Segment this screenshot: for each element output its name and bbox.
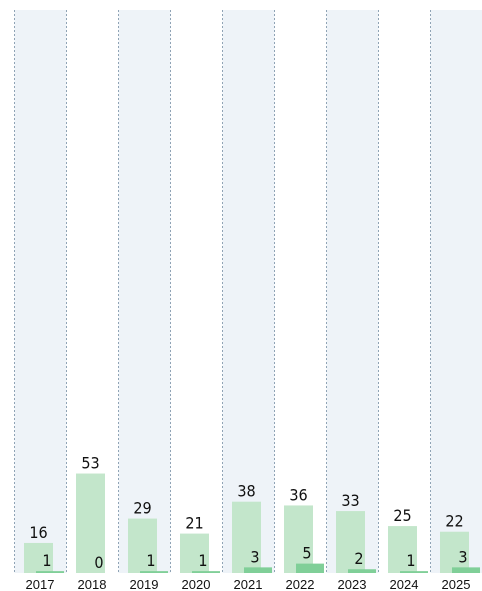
data-label: 16 xyxy=(29,523,47,542)
data-label: 53 xyxy=(81,454,99,473)
bar xyxy=(400,571,428,573)
x-tick-label: 2018 xyxy=(78,577,107,591)
data-label: 38 xyxy=(237,482,255,501)
bar xyxy=(232,501,261,573)
x-tick-label: 2019 xyxy=(130,577,159,591)
column-shade xyxy=(222,10,275,573)
data-label: 5 xyxy=(302,544,311,563)
x-tick-label: 2017 xyxy=(26,577,55,591)
bar xyxy=(296,563,324,573)
bar xyxy=(192,571,220,573)
data-label: 3 xyxy=(458,547,467,566)
column-shade xyxy=(430,10,482,573)
bar xyxy=(180,533,209,573)
bar xyxy=(128,518,157,573)
x-tick-label: 2024 xyxy=(390,577,419,591)
bar xyxy=(452,567,480,573)
data-label: 33 xyxy=(341,491,359,510)
bar xyxy=(440,531,469,573)
x-tick-label: 2021 xyxy=(234,577,263,591)
bar xyxy=(244,567,272,573)
data-label: 1 xyxy=(146,551,155,570)
bar xyxy=(348,569,376,573)
data-label: 0 xyxy=(94,553,103,572)
data-label: 36 xyxy=(289,485,307,504)
x-tick-label: 2022 xyxy=(286,577,315,591)
x-tick-label: 2023 xyxy=(338,577,367,591)
column-shade xyxy=(14,10,67,573)
bar xyxy=(284,505,313,573)
bar xyxy=(24,542,53,573)
x-tick-label: 2020 xyxy=(182,577,211,591)
bar xyxy=(36,571,64,573)
bar xyxy=(76,473,105,573)
data-label: 21 xyxy=(185,514,203,533)
bar xyxy=(140,571,168,573)
bar xyxy=(336,511,365,573)
data-label: 1 xyxy=(406,551,415,570)
data-label: 25 xyxy=(393,506,411,525)
data-label: 3 xyxy=(250,547,259,566)
data-label: 29 xyxy=(133,499,151,518)
column-shade xyxy=(326,10,379,573)
x-tick-label: 2025 xyxy=(442,577,471,591)
data-label: 1 xyxy=(42,551,51,570)
data-label: 22 xyxy=(445,512,463,531)
data-label: 2 xyxy=(354,549,363,568)
bar xyxy=(388,526,417,573)
data-label: 1 xyxy=(198,551,207,570)
column-shade xyxy=(118,10,171,573)
